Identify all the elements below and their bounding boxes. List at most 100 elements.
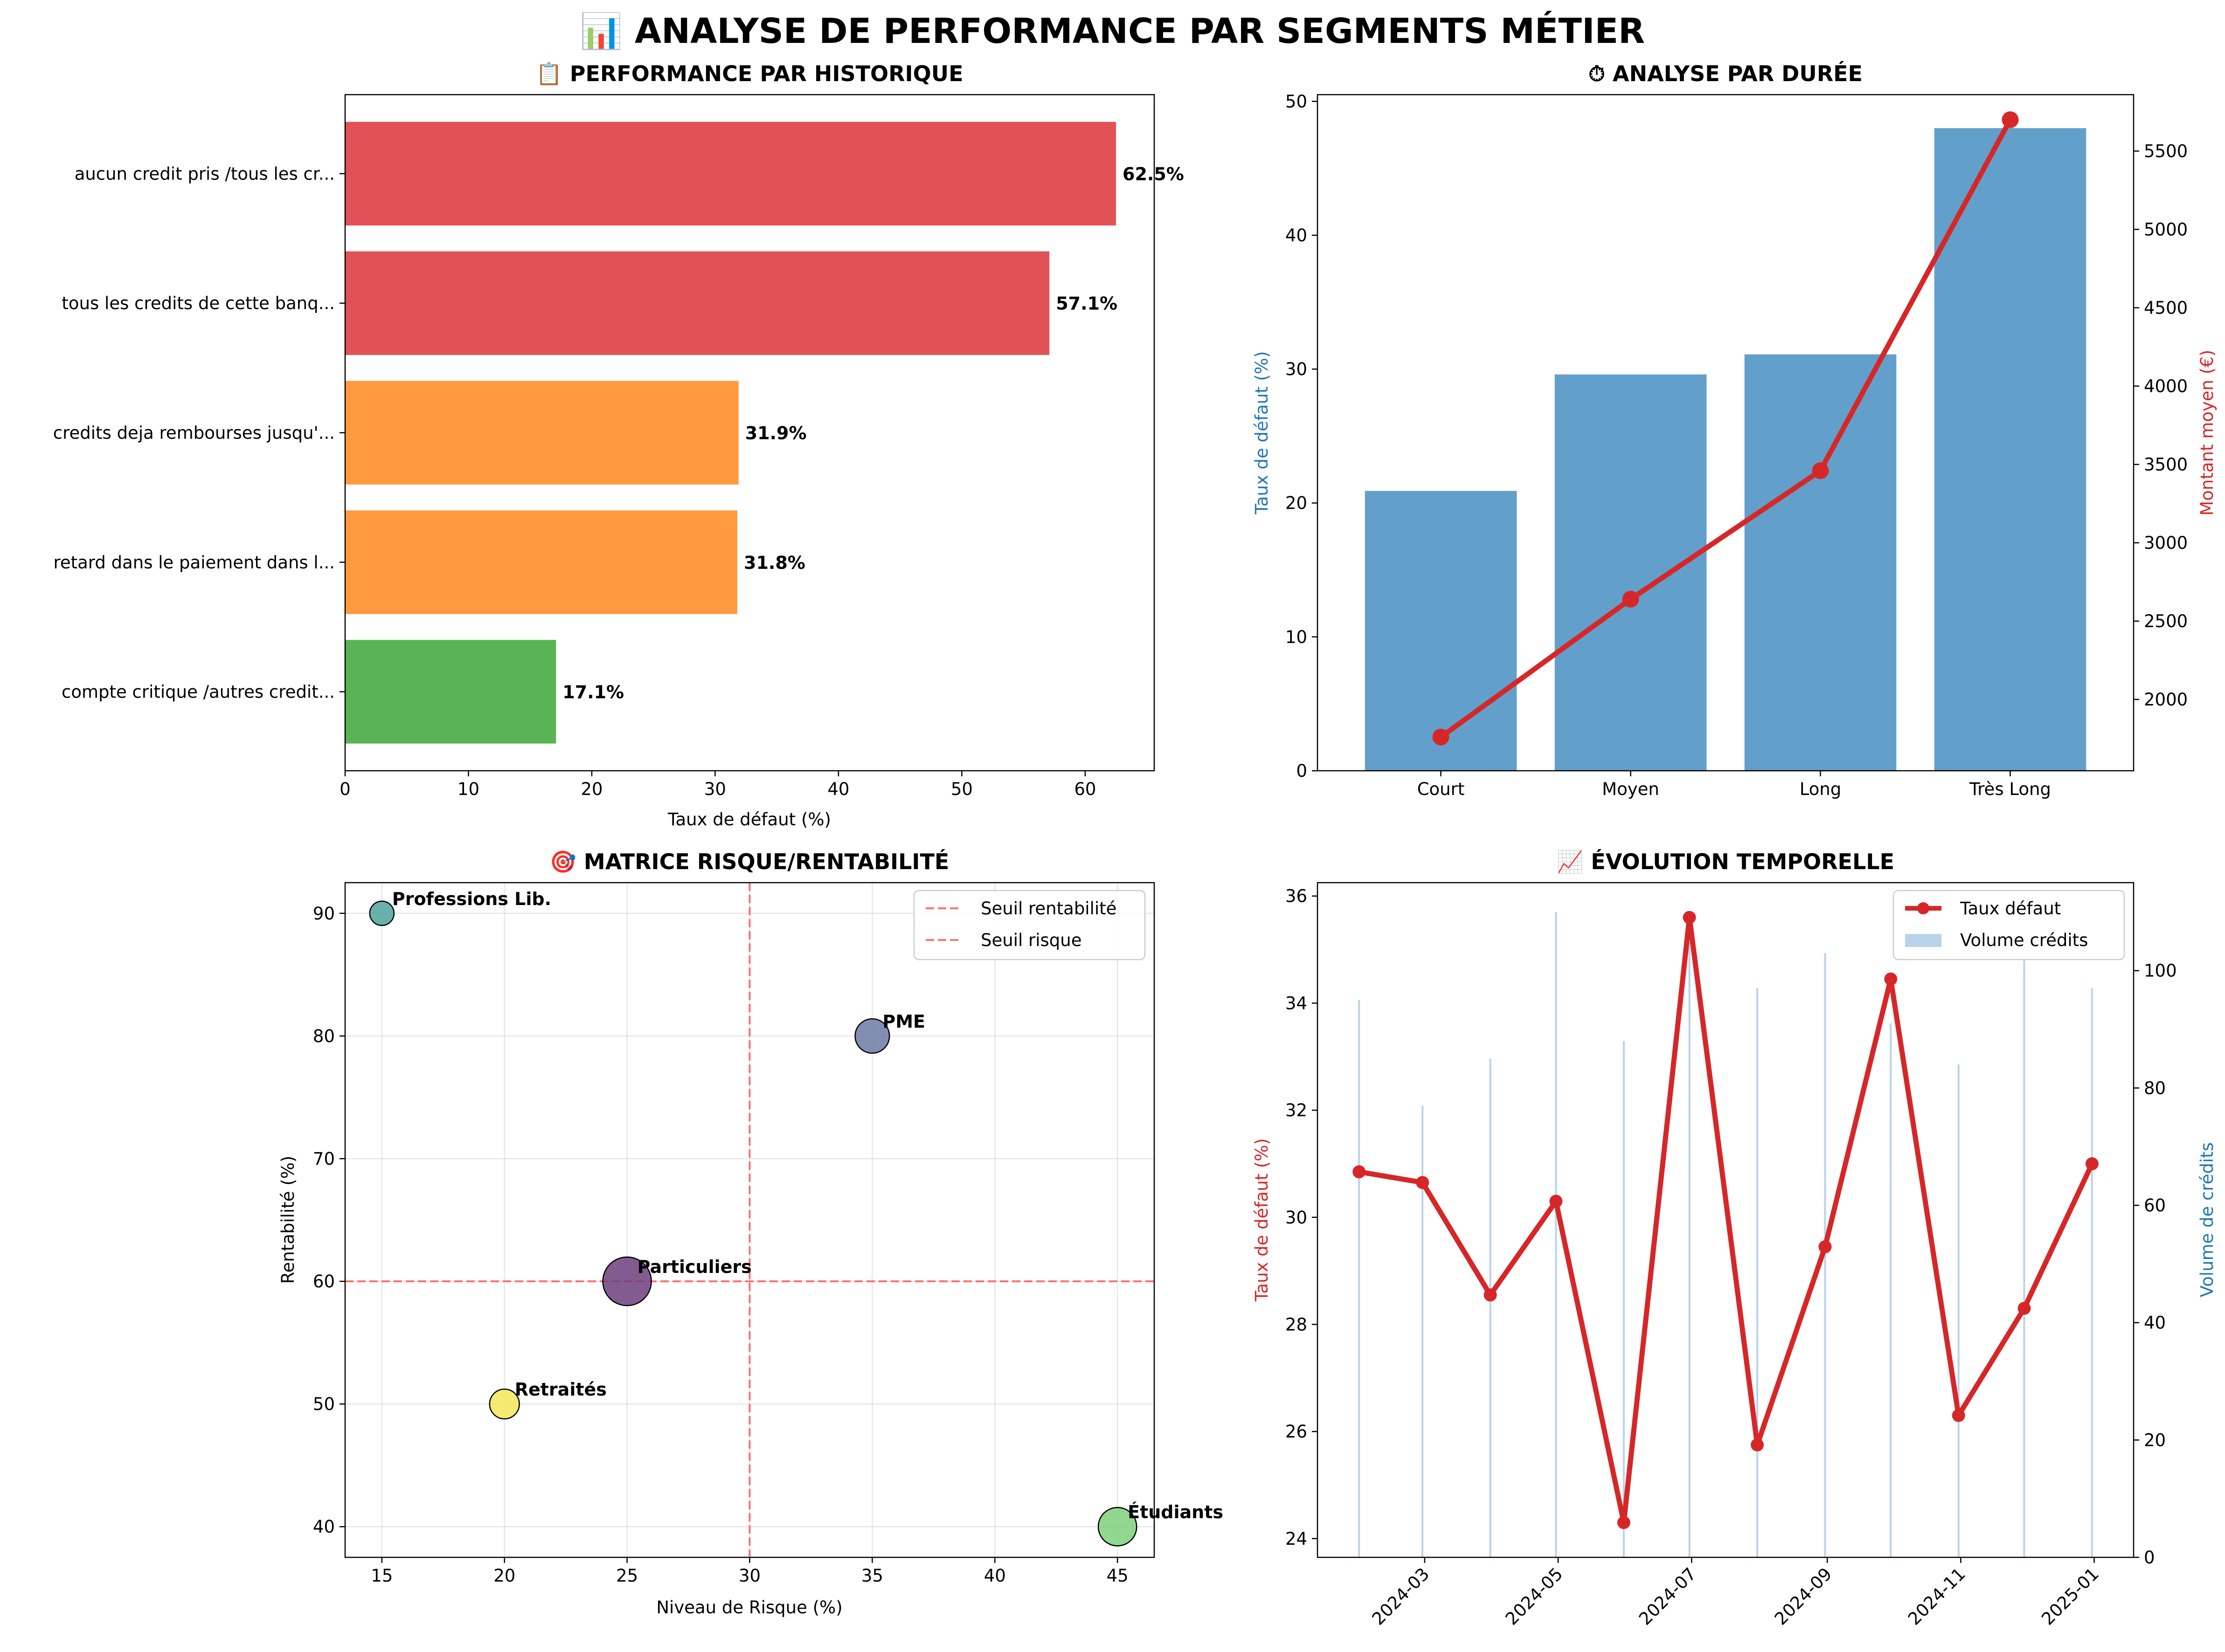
history-x-tick-label: 0 bbox=[340, 779, 351, 799]
duration-chart-title: ⏱ ANALYSE PAR DURÉE bbox=[1588, 61, 1863, 86]
history-bar-value-label: 17.1% bbox=[562, 682, 624, 703]
history-chart-frame bbox=[344, 94, 1155, 772]
risk-x-axis-label: Niveau de Risque (%) bbox=[656, 1597, 842, 1617]
temporal-y-tick-label: 32 bbox=[1285, 1100, 1307, 1120]
volume-bar bbox=[2091, 988, 2093, 1557]
volume-bar bbox=[1957, 1064, 1960, 1557]
history-x-tick-label: 20 bbox=[581, 779, 603, 799]
duration-right-tick-label: 3500 bbox=[2144, 455, 2188, 475]
volume-bar bbox=[1824, 953, 1826, 1557]
history-x-axis-label: Taux de défaut (%) bbox=[667, 809, 831, 829]
segment-label: Retraités bbox=[515, 1379, 607, 1400]
duration-y-tick-label: 10 bbox=[1285, 627, 1307, 647]
volume-bar bbox=[1555, 912, 1557, 1557]
history-bar bbox=[345, 380, 739, 485]
risk-y-tick-label: 40 bbox=[313, 1517, 335, 1537]
temporal-right-tick-label: 20 bbox=[2144, 1430, 2166, 1450]
temporal-right-axis-label: Volume de crédits bbox=[2197, 1142, 2217, 1297]
duration-y-tick-label: 40 bbox=[1285, 225, 1307, 245]
temporal-right-tick-label: 60 bbox=[2144, 1196, 2166, 1216]
duration-right-tick-label: 4000 bbox=[2144, 376, 2188, 396]
risk-y-tick-label: 70 bbox=[313, 1149, 335, 1169]
default-rate-point bbox=[2085, 1157, 2099, 1170]
segment-bubble bbox=[602, 1256, 652, 1306]
history-x-tick-label: 40 bbox=[827, 779, 849, 799]
duration-right-tick-label: 2500 bbox=[2144, 611, 2188, 631]
duration-right-tick-label: 2000 bbox=[2144, 690, 2188, 710]
figure-title: 📊 ANALYSE DE PERFORMANCE PAR SEGMENTS MÉ… bbox=[580, 10, 1645, 51]
history-bar-value-label: 31.9% bbox=[745, 423, 807, 443]
risk-y-tick-label: 90 bbox=[313, 904, 335, 924]
history-category-label: compte critique /autres credit... bbox=[62, 682, 335, 702]
history-bar bbox=[345, 640, 556, 744]
history-bar bbox=[345, 510, 738, 614]
volume-bar bbox=[2023, 959, 2025, 1557]
risk-x-tick-label: 30 bbox=[739, 1566, 761, 1586]
duration-y-tick-label: 50 bbox=[1285, 91, 1307, 111]
default-rate-point bbox=[1352, 1165, 1366, 1179]
duration-category-label: Moyen bbox=[1602, 779, 1659, 799]
segment-bubble bbox=[854, 1018, 890, 1054]
history-category-label: credits deja rembourses jusqu'... bbox=[53, 423, 335, 443]
temporal-y-tick-label: 28 bbox=[1285, 1314, 1307, 1334]
duration-bar bbox=[1365, 491, 1517, 771]
temporal-right-tick-label: 0 bbox=[2144, 1548, 2155, 1568]
volume-bar bbox=[1756, 988, 1759, 1557]
segment-label: Professions Lib. bbox=[392, 889, 551, 909]
segment-label: PME bbox=[882, 1011, 925, 1032]
duration-amount-point bbox=[2002, 111, 2019, 128]
temporal-y-tick-label: 34 bbox=[1285, 993, 1307, 1013]
duration-amount-point bbox=[1812, 462, 1829, 479]
default-rate-point bbox=[1884, 972, 1898, 986]
duration-bar bbox=[1934, 128, 2086, 771]
history-category-label: tous les credits de cette banq... bbox=[62, 293, 335, 313]
history-bar-value-label: 62.5% bbox=[1123, 164, 1184, 184]
temporal-chart-title: 📈 ÉVOLUTION TEMPORELLE bbox=[1557, 849, 1894, 874]
duration-y-tick-label: 20 bbox=[1285, 493, 1307, 513]
volume-bar bbox=[1489, 1058, 1491, 1557]
risk-x-tick-label: 20 bbox=[493, 1566, 515, 1586]
temporal-legend: Taux défaut Volume crédits bbox=[1892, 890, 2125, 961]
temporal-y-tick-label: 24 bbox=[1285, 1529, 1307, 1549]
duration-y-tick-label: 30 bbox=[1285, 359, 1307, 380]
default-rate-point bbox=[1818, 1240, 1832, 1253]
history-x-tick-label: 60 bbox=[1074, 779, 1096, 799]
risk-x-tick-label: 40 bbox=[984, 1566, 1006, 1586]
default-rate-point bbox=[1751, 1438, 1764, 1452]
volume-bar bbox=[1421, 1106, 1424, 1557]
duration-left-axis-label: Taux de défaut (%) bbox=[1252, 351, 1272, 515]
temporal-left-axis-label: Taux de défaut (%) bbox=[1252, 1138, 1272, 1302]
history-bar bbox=[345, 122, 1116, 226]
risk-return-matrix-chart: 🎯 MATRICE RISQUE/RENTABILITÉ Professions… bbox=[278, 849, 1223, 1617]
temporal-right-tick-label: 100 bbox=[2144, 961, 2177, 981]
risk-y-tick-label: 80 bbox=[313, 1026, 335, 1046]
volume-bar bbox=[1622, 1041, 1625, 1557]
duration-chart-frame bbox=[1317, 94, 2135, 772]
risk-x-tick-label: 25 bbox=[616, 1566, 638, 1586]
segment-bubble bbox=[369, 900, 395, 926]
history-category-label: retard dans le paiement dans l... bbox=[53, 553, 335, 573]
duration-amount-line bbox=[1439, 118, 2013, 740]
segment-label: Particuliers bbox=[638, 1257, 752, 1277]
temporal-chart-frame bbox=[1317, 882, 2135, 1558]
risk-x-tick-label: 15 bbox=[371, 1566, 393, 1586]
risk-y-tick-label: 50 bbox=[313, 1394, 335, 1414]
legend-credit-volume: Volume crédits bbox=[1960, 930, 2088, 950]
history-bar bbox=[345, 251, 1050, 355]
duration-right-tick-label: 4500 bbox=[2144, 298, 2188, 318]
duration-amount-point bbox=[1432, 728, 1449, 746]
segment-bubble bbox=[1097, 1507, 1137, 1547]
temporal-y-tick-label: 30 bbox=[1285, 1208, 1307, 1228]
history-chart-title: 📋 PERFORMANCE PAR HISTORIQUE bbox=[535, 61, 963, 86]
history-performance-chart: 📋 PERFORMANCE PAR HISTORIQUE 62.5% 57.1% 3… bbox=[53, 61, 1184, 829]
duration-y-tick-label: 0 bbox=[1296, 761, 1307, 781]
duration-category-label: Très Long bbox=[1969, 779, 2051, 799]
segment-bubble bbox=[489, 1389, 520, 1420]
default-rate-point bbox=[1683, 911, 1696, 924]
duration-category-label: Long bbox=[1800, 779, 1842, 799]
legend-threshold-risk: Seuil risque bbox=[981, 930, 1082, 950]
risk-x-tick-label: 35 bbox=[861, 1566, 883, 1586]
duration-amount-point bbox=[1622, 591, 1639, 608]
volume-bar bbox=[1358, 1000, 1360, 1557]
